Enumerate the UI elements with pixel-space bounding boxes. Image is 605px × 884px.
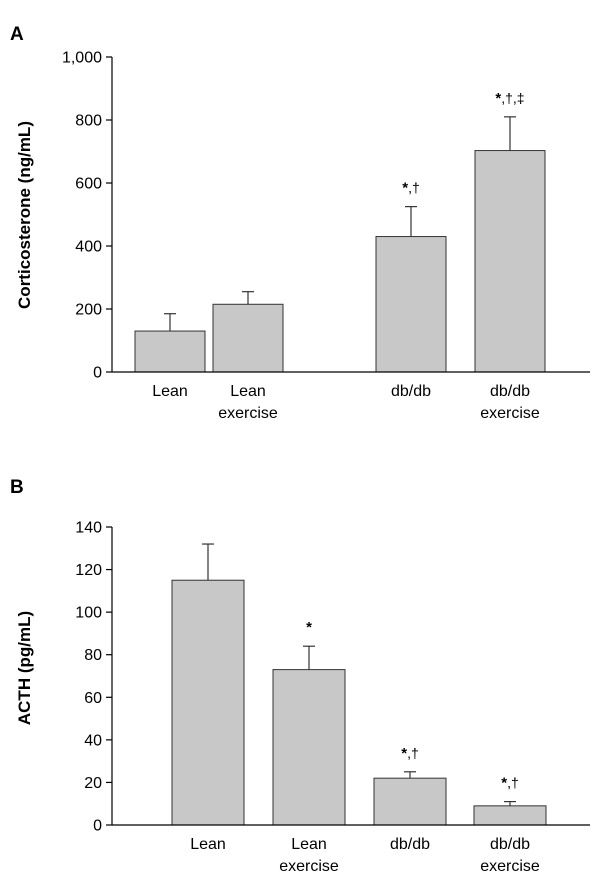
y-tick-label: 0 (93, 365, 102, 382)
y-ticks-b: 0 20 40 60 80 100 120 140 (75, 520, 112, 835)
category-labels-a: Lean Lean exercise db/db db/db exercise (152, 383, 540, 422)
panel-letter-a: A (10, 24, 24, 45)
category-labels-b: Lean Lean exercise db/db db/db exercise (190, 836, 540, 875)
category-label: db/db (490, 836, 530, 853)
bar (373, 777, 447, 826)
significance-labels-a: *,† *,†,‡ (402, 90, 524, 197)
significance-labels-b: * *,† *,† (306, 619, 519, 791)
category-label: Lean (190, 836, 226, 853)
category-label: exercise (480, 405, 540, 422)
y-tick-label: 1,000 (62, 50, 102, 67)
panel-letter-b: B (10, 477, 24, 498)
y-tick-label: 400 (75, 239, 102, 256)
category-label: db/db (391, 383, 431, 400)
y-axis-label-a: Corticosterone (ng/mL) (15, 121, 34, 309)
category-label: Lean (152, 383, 188, 400)
category-label: Lean (291, 836, 327, 853)
significance-label: * (306, 619, 312, 636)
bar (171, 579, 245, 826)
category-label: exercise (480, 858, 540, 875)
bar (375, 236, 447, 373)
bar (134, 330, 206, 373)
significance-label: *,†,‡ (495, 90, 524, 107)
bars-b (171, 543, 547, 826)
y-tick-label: 20 (84, 775, 102, 792)
category-label: db/db (390, 836, 430, 853)
y-tick-label: 200 (75, 302, 102, 319)
y-tick-label: 80 (84, 647, 102, 664)
significance-label: *,† (501, 775, 519, 792)
category-label: Lean (230, 383, 266, 400)
significance-label: *,† (402, 180, 420, 197)
y-tick-label: 100 (75, 605, 102, 622)
axes-b (111, 527, 590, 826)
y-tick-label: 120 (75, 562, 102, 579)
panel-a: A Corticosterone (ng/mL) 0 200 400 600 800 1,… (10, 24, 590, 422)
y-tick-label: 40 (84, 732, 102, 749)
y-tick-label: 800 (75, 113, 102, 130)
significance-label: *,† (401, 745, 419, 762)
y-axis-label-b: ACTH (pg/mL) (15, 611, 34, 725)
bars-a (134, 116, 546, 373)
category-label: exercise (279, 858, 339, 875)
bar (272, 669, 346, 826)
y-tick-label: 60 (84, 690, 102, 707)
axes-a (111, 57, 590, 373)
y-tick-label: 140 (75, 520, 102, 537)
bar (212, 303, 284, 373)
bar (474, 150, 546, 373)
y-tick-label: 600 (75, 176, 102, 193)
y-tick-label: 0 (93, 818, 102, 835)
category-label: db/db (490, 383, 530, 400)
y-ticks-a: 0 200 400 600 800 1,000 (62, 50, 112, 382)
bar (473, 805, 547, 826)
category-label: exercise (218, 405, 278, 422)
